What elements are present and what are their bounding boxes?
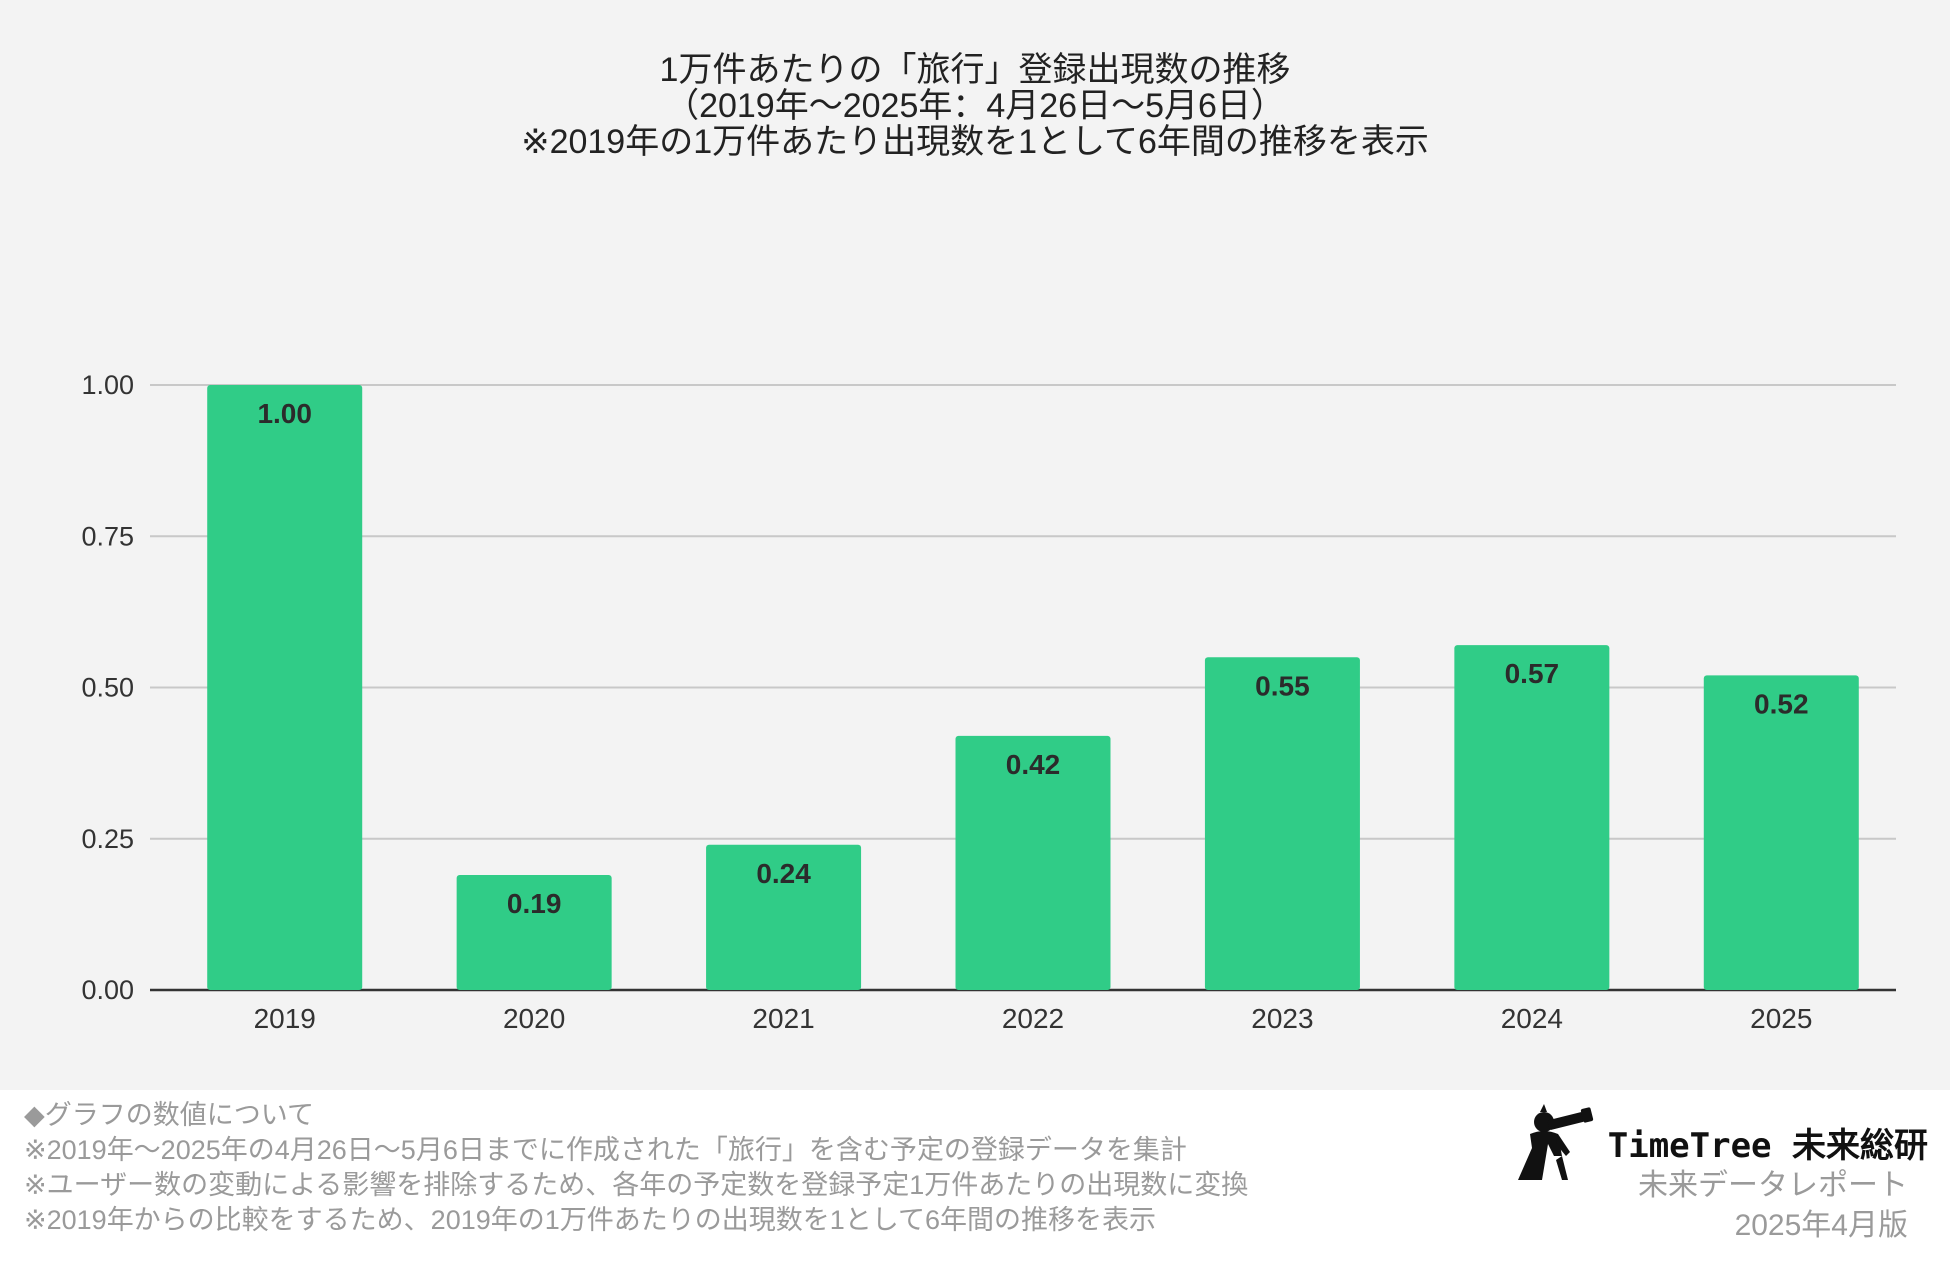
- notes-line-2: ※ユーザー数の変動による影響を排除するため、各年の予定数を登録予定1万件あたりの…: [24, 1170, 1249, 1200]
- x-tick-label: 2019: [254, 1003, 316, 1034]
- x-tick-label: 2022: [1002, 1003, 1064, 1034]
- chart-title-line-2: （2019年〜2025年：4月26日〜5月6日）: [665, 87, 1285, 125]
- brand-logo: TimeTree 未来総研: [1517, 1104, 1928, 1180]
- notes-line-1: ※2019年〜2025年の4月26日〜5月6日までに作成された「旅行」を含む予定…: [24, 1135, 1187, 1165]
- data-label: 1.00: [257, 398, 312, 429]
- chart-panel: 1万件あたりの「旅行」登録出現数の推移 （2019年〜2025年：4月26日〜5…: [0, 0, 1950, 1090]
- y-tick-label: 0.00: [81, 975, 134, 1005]
- data-label: 0.42: [1006, 749, 1061, 780]
- brand-block: TimeTree 未来総研 未来データレポート 2025年4月版: [1516, 1090, 1936, 1260]
- bar: [955, 735, 1111, 990]
- x-tick-label: 2024: [1501, 1003, 1563, 1034]
- y-tick-label: 0.50: [81, 673, 134, 703]
- telescope-person-icon: [1517, 1104, 1593, 1180]
- y-tick-label: 0.25: [81, 824, 134, 854]
- data-label: 0.52: [1754, 688, 1809, 719]
- data-label: 0.57: [1505, 658, 1560, 689]
- data-label: 0.55: [1255, 670, 1310, 701]
- data-label: 0.24: [756, 858, 811, 889]
- bar: [456, 875, 612, 990]
- brand-edition: 2025年4月版: [1734, 1209, 1908, 1242]
- chart-title: 1万件あたりの「旅行」登録出現数の推移 （2019年〜2025年：4月26日〜5…: [0, 52, 1950, 160]
- bar: [1703, 675, 1859, 990]
- brand-name: TimeTree 未来総研: [1607, 1125, 1928, 1166]
- bar: [207, 385, 363, 990]
- brand-subtitle: 未来データレポート: [1638, 1169, 1908, 1202]
- chart-title-line-3: ※2019年の1万件あたり出現数を1として6年間の推移を表示: [521, 123, 1429, 161]
- y-tick-label: 0.75: [81, 521, 134, 551]
- x-tick-label: 2023: [1251, 1003, 1313, 1034]
- x-tick-label: 2025: [1750, 1003, 1812, 1034]
- notes-heading: ◆グラフの数値について: [24, 1100, 314, 1130]
- y-tick-label: 1.00: [81, 370, 134, 400]
- chart-title-line-1: 1万件あたりの「旅行」登録出現数の推移: [659, 51, 1291, 89]
- notes-line-3: ※2019年からの比較をするため、2019年の1万件あたりの出現数を1として6年…: [24, 1205, 1156, 1235]
- x-tick-label: 2020: [503, 1003, 565, 1034]
- bar: [1454, 645, 1610, 990]
- data-label: 0.19: [507, 888, 562, 919]
- x-tick-label: 2021: [752, 1003, 814, 1034]
- notes-section: ◆グラフの数値について ※2019年〜2025年の4月26日〜5月6日までに作成…: [24, 1098, 1248, 1238]
- bar: [1204, 657, 1360, 990]
- bar: [706, 844, 862, 990]
- bar-chart: 0.00 0.25 0.50 0.75 1.00 1.00 2019 0.19 2020 0.24…: [81, 370, 1896, 1034]
